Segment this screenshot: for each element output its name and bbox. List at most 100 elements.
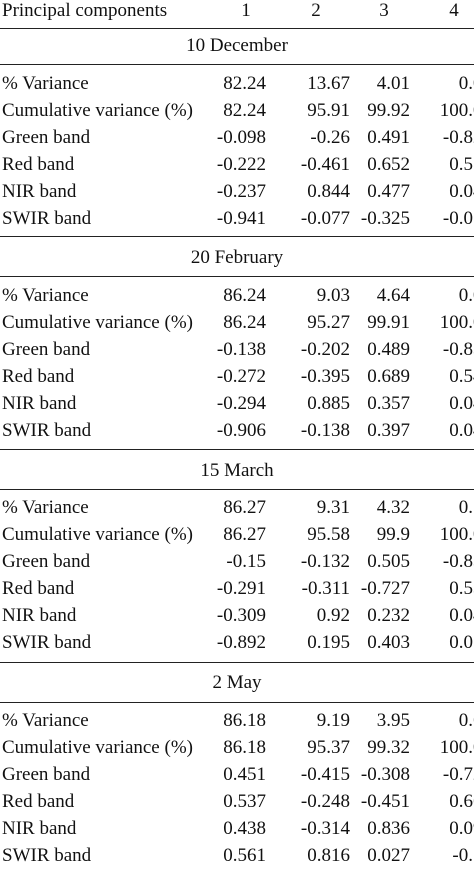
cell-pc1: -0.294 [216, 393, 266, 414]
table-row: Cumulative variance (%) 86.27 95.58 99.9… [0, 521, 474, 548]
cell-pc2: -0.314 [300, 818, 350, 839]
section-title: 10 December [186, 35, 288, 56]
cell-pc4: 0.096 [449, 818, 474, 839]
table-row: Green band -0.15 -0.132 0.505 -0.839 [0, 548, 474, 575]
cell-pc1: 0.561 [223, 845, 266, 866]
cell-pc3: 4.01 [376, 73, 410, 94]
cell-pc3: 3.95 [376, 710, 410, 731]
cell-pc2: 0.885 [307, 393, 350, 414]
cell-pc2: -0.415 [300, 764, 350, 785]
table-row: Red band -0.291 -0.311 -0.727 0.538 [0, 575, 474, 602]
section-title: 2 May [212, 672, 262, 693]
section-end-rule [0, 449, 474, 450]
section-title: 15 March [200, 460, 274, 481]
section-title: 20 February [190, 247, 284, 268]
cell-pc1: -0.222 [216, 154, 266, 175]
row-label: Cumulative variance (%) [2, 100, 193, 121]
table-row: SWIR band -0.906 -0.138 0.397 0.049 [0, 417, 474, 444]
cell-pc1: 86.24 [223, 312, 266, 333]
cell-pc2: 95.91 [307, 100, 350, 121]
cell-pc2: -0.248 [300, 791, 350, 812]
cell-pc2: 13.67 [307, 73, 350, 94]
cell-pc2: -0.395 [300, 366, 350, 387]
cell-pc3: 99.32 [367, 737, 410, 758]
cell-pc4: 0.543 [449, 366, 474, 387]
cell-pc3: 0.491 [367, 127, 410, 148]
cell-pc3: 0.232 [367, 605, 410, 626]
cell-pc2: 0.816 [307, 845, 350, 866]
cell-pc1: 86.27 [223, 497, 266, 518]
row-label: Cumulative variance (%) [2, 312, 193, 333]
cell-pc4: -0.057 [442, 208, 474, 229]
table-row: Red band 0.537 -0.248 -0.451 0.667 [0, 788, 474, 815]
cell-pc4: 0.667 [449, 791, 474, 812]
cell-pc2: 0.92 [316, 605, 350, 626]
cell-pc3: 0.477 [367, 181, 410, 202]
table-row: SWIR band 0.561 0.816 0.027 -0.13 [0, 842, 474, 869]
row-label: SWIR band [2, 208, 92, 229]
cell-pc3: 0.836 [367, 818, 410, 839]
row-label: NIR band [2, 393, 77, 414]
row-label: Red band [2, 366, 75, 387]
cell-pc3: 0.403 [367, 632, 410, 653]
cell-pc1: -0.906 [216, 420, 266, 441]
cell-pc2: 0.844 [307, 181, 350, 202]
cell-pc4: 0.046 [449, 181, 474, 202]
cell-pc4: 0.051 [449, 632, 474, 653]
cell-pc3: -0.308 [360, 764, 410, 785]
cell-pc4: -0.727 [442, 764, 474, 785]
cell-pc4: -0.13 [452, 845, 474, 866]
cell-pc4: 0.049 [449, 605, 474, 626]
cell-pc4: 100.00 [439, 312, 474, 333]
cell-pc4: 0.08 [458, 73, 474, 94]
cell-pc2: -0.202 [300, 339, 350, 360]
cell-pc2: -0.077 [300, 208, 350, 229]
cell-pc1: 86.18 [223, 737, 266, 758]
table-row: % Variance 86.18 9.19 3.95 0.68 [0, 707, 474, 734]
cell-pc4: -0.839 [442, 551, 474, 572]
cell-pc1: -0.941 [216, 208, 266, 229]
cell-pc4: 0.538 [449, 578, 474, 599]
cell-pc3: 99.92 [367, 100, 410, 121]
cell-pc2: -0.132 [300, 551, 350, 572]
section-rule [0, 276, 474, 277]
table-row: Green band -0.098 -0.26 0.491 -0.825 [0, 124, 474, 151]
cell-pc1: 82.24 [223, 73, 266, 94]
cell-pc3: 0.027 [367, 845, 410, 866]
row-label: NIR band [2, 181, 77, 202]
cell-pc4: 100.00 [439, 524, 474, 545]
cell-pc2: 95.27 [307, 312, 350, 333]
row-label: Red band [2, 791, 75, 812]
table-row: Cumulative variance (%) 86.18 95.37 99.3… [0, 734, 474, 761]
table-row: % Variance 82.24 13.67 4.01 0.08 [0, 70, 474, 97]
row-label: % Variance [2, 710, 89, 731]
table-row: % Variance 86.24 9.03 4.64 0.09 [0, 282, 474, 309]
cell-pc2: -0.311 [301, 578, 350, 599]
table-row: Red band -0.272 -0.395 0.689 0.543 [0, 363, 474, 390]
cell-pc4: 0.10 [458, 497, 474, 518]
row-label: Green band [2, 127, 91, 148]
cell-pc1: 0.451 [223, 764, 266, 785]
cell-pc2: 9.31 [316, 497, 350, 518]
header-col-3: 3 [379, 0, 389, 21]
row-label: Green band [2, 339, 91, 360]
row-label: SWIR band [2, 420, 92, 441]
cell-pc1: -0.291 [216, 578, 266, 599]
row-label: % Variance [2, 73, 89, 94]
cell-pc1: 86.24 [223, 285, 266, 306]
cell-pc1: -0.272 [216, 366, 266, 387]
row-label: Red band [2, 154, 75, 175]
cell-pc2: 9.03 [316, 285, 350, 306]
header-col-2: 2 [311, 0, 321, 21]
header-row: Principal components 1 2 3 4 [0, 0, 474, 24]
cell-pc1: -0.098 [216, 127, 266, 148]
row-label: SWIR band [2, 632, 92, 653]
cell-pc4: -0.837 [442, 339, 474, 360]
cell-pc1: 86.18 [223, 710, 266, 731]
cell-pc3: -0.451 [360, 791, 410, 812]
header-rule [0, 28, 474, 29]
cell-pc4: 0.09 [458, 285, 474, 306]
header-col-4: 4 [449, 0, 459, 21]
row-label: Cumulative variance (%) [2, 737, 193, 758]
